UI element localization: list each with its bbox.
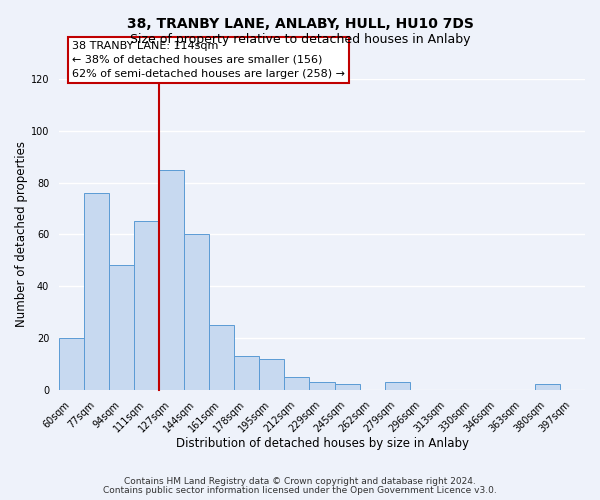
Text: Contains HM Land Registry data © Crown copyright and database right 2024.: Contains HM Land Registry data © Crown c… [124, 477, 476, 486]
Bar [184, 234, 209, 390]
Bar [259, 358, 284, 390]
Text: Contains public sector information licensed under the Open Government Licence v3: Contains public sector information licen… [103, 486, 497, 495]
Bar [209, 325, 235, 390]
Bar [235, 356, 259, 390]
X-axis label: Distribution of detached houses by size in Anlaby: Distribution of detached houses by size … [176, 437, 469, 450]
Bar [335, 384, 359, 390]
Y-axis label: Number of detached properties: Number of detached properties [15, 142, 28, 328]
Bar [84, 193, 109, 390]
Bar [385, 382, 410, 390]
Bar [109, 266, 134, 390]
Bar [59, 338, 84, 390]
Bar [284, 376, 310, 390]
Bar [310, 382, 335, 390]
Text: 38 TRANBY LANE: 114sqm
← 38% of detached houses are smaller (156)
62% of semi-de: 38 TRANBY LANE: 114sqm ← 38% of detached… [72, 41, 345, 79]
Bar [159, 170, 184, 390]
Text: Size of property relative to detached houses in Anlaby: Size of property relative to detached ho… [130, 32, 470, 46]
Bar [134, 222, 159, 390]
Text: 38, TRANBY LANE, ANLABY, HULL, HU10 7DS: 38, TRANBY LANE, ANLABY, HULL, HU10 7DS [127, 18, 473, 32]
Bar [535, 384, 560, 390]
